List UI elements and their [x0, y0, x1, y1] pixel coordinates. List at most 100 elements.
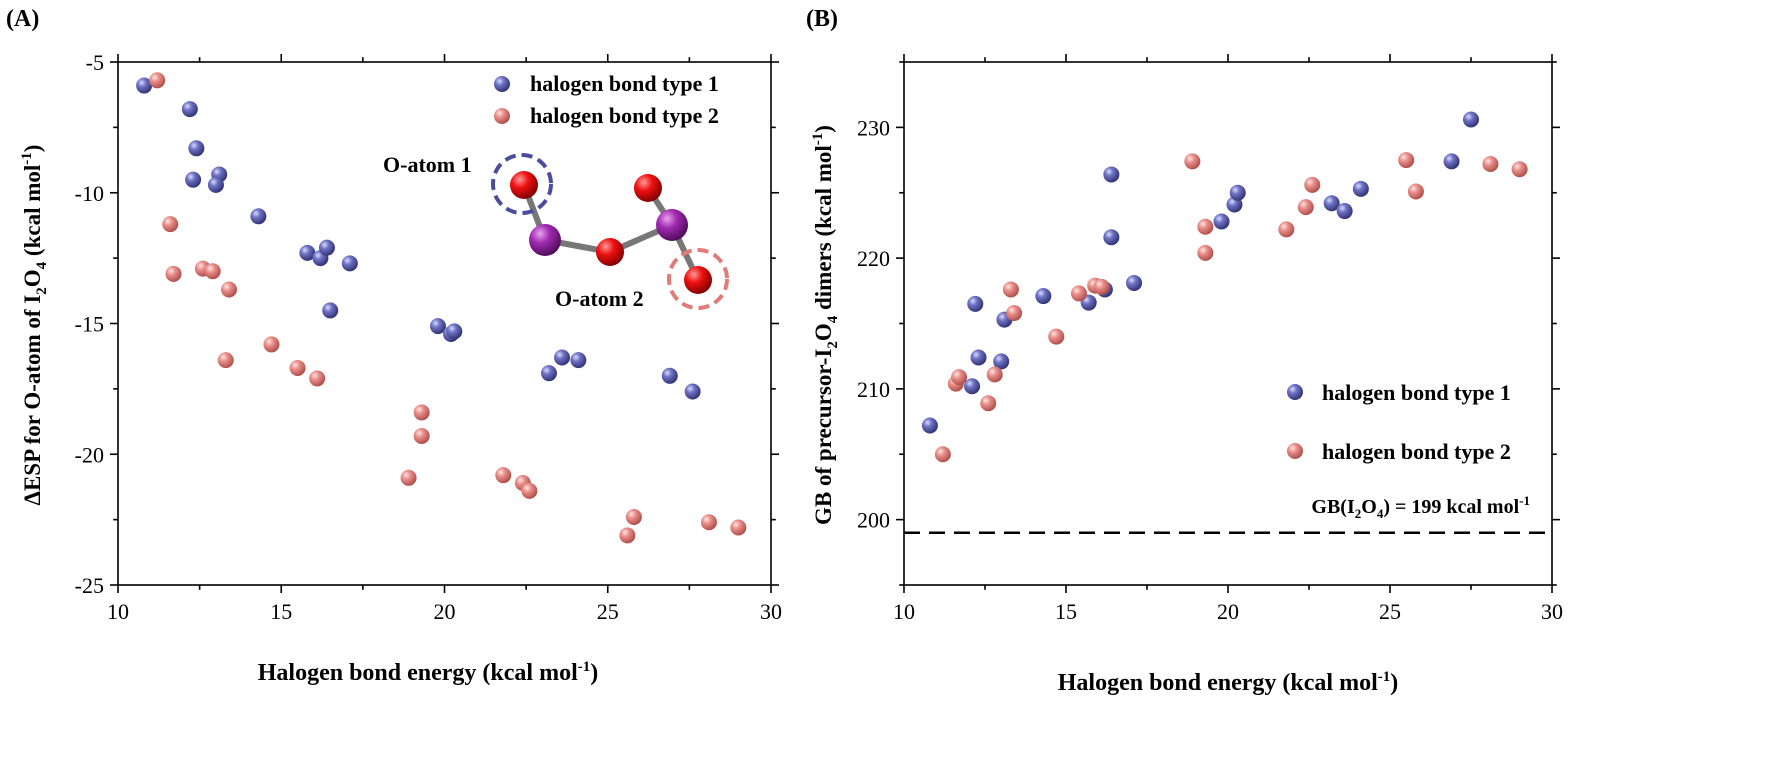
data-point-type-2 — [619, 527, 636, 544]
oxygen-atom — [634, 174, 662, 202]
data-point-type-1 — [181, 101, 198, 118]
data-point-type-1 — [964, 378, 981, 395]
data-point-type-1 — [250, 208, 267, 225]
x-tick-label: 20 — [434, 599, 456, 624]
panel-b-points — [921, 111, 1528, 463]
data-point-type-1 — [970, 349, 987, 366]
o-atom-1-highlight — [491, 153, 553, 215]
data-point-type-2 — [1197, 244, 1214, 261]
data-point-type-1 — [322, 302, 339, 319]
o-atom-2-highlight — [667, 248, 729, 310]
data-point-type-2 — [263, 336, 280, 353]
oxygen-atom — [596, 238, 624, 266]
data-point-type-2 — [521, 482, 538, 499]
x-tick-label: 10 — [107, 599, 129, 624]
data-point-type-2 — [495, 467, 512, 484]
data-point-type-2 — [217, 352, 234, 369]
data-point-type-2 — [1482, 155, 1499, 172]
panel-b-label: (B) — [806, 6, 838, 32]
i2o4-molecule-inset: O-atom 1 O-atom 2 — [383, 152, 729, 311]
data-point-type-1 — [921, 417, 938, 434]
data-point-type-1 — [1323, 195, 1340, 212]
data-point-type-2 — [625, 509, 642, 526]
data-point-type-2 — [1093, 278, 1110, 295]
y-tick-label: 210 — [857, 377, 890, 402]
y-tick-label: 200 — [857, 508, 890, 533]
x-tick-label: 15 — [1055, 599, 1077, 624]
x-tick-label: 30 — [760, 599, 782, 624]
data-point-type-1 — [185, 171, 202, 188]
y-tick-label: 230 — [857, 115, 890, 140]
data-point-type-2 — [986, 366, 1003, 383]
panel-b-ticks — [896, 54, 1560, 593]
data-point-type-1 — [1229, 184, 1246, 201]
panel-a-legend: halogen bond type 1 halogen bond type 2 — [494, 71, 719, 128]
y-tick-label: -15 — [75, 312, 104, 337]
data-point-type-1 — [554, 349, 571, 366]
x-tick-label: 10 — [893, 599, 915, 624]
panel-a: (A) 10 15 20 25 30 -25 -20 -15 -10 -5 O-atom 1 O-… — [6, 6, 782, 686]
legend-marker-type-2 — [1287, 443, 1303, 459]
data-point-type-2 — [1407, 183, 1424, 200]
panel-a-ticks — [110, 54, 779, 593]
data-point-type-1 — [341, 255, 358, 272]
panel-b-tick-labels: 10 15 20 25 30 200 210 220 230 — [857, 115, 1563, 624]
data-point-type-2 — [1511, 161, 1528, 178]
data-point-type-1 — [1336, 203, 1353, 220]
data-point-type-2 — [1297, 199, 1314, 216]
legend-label-type-1: halogen bond type 1 — [1322, 380, 1511, 405]
panel-a-points — [136, 72, 747, 544]
panel-b-legend: halogen bond type 1 halogen bond type 2 — [1287, 380, 1511, 464]
legend-label-type-1: halogen bond type 1 — [530, 71, 719, 96]
data-point-type-2 — [934, 446, 951, 463]
iodine-atom — [529, 224, 561, 256]
legend-marker-type-2 — [494, 108, 510, 124]
legend-marker-type-1 — [494, 76, 510, 92]
data-point-type-1 — [540, 365, 557, 382]
panel-a-y-axis-label: ΔESP for O-atom of I2O4 (kcal mol-1) — [19, 145, 50, 506]
panel-b: (B) 10 15 20 25 30 200 210 220 230 GB(I2O4) = 19… — [806, 6, 1563, 696]
data-point-type-1 — [1352, 180, 1369, 197]
data-point-type-2 — [730, 519, 747, 536]
y-tick-label: -25 — [75, 573, 104, 598]
x-tick-label: 30 — [1541, 599, 1563, 624]
panel-b-y-axis-label: GB of precursor-I2O4 dimers (kcal mol-1) — [810, 125, 841, 525]
data-point-type-2 — [1070, 285, 1087, 302]
data-point-type-2 — [400, 469, 417, 486]
data-point-type-1 — [1463, 111, 1479, 128]
x-tick-label: 25 — [597, 599, 619, 624]
data-point-type-1 — [1035, 288, 1052, 305]
data-point-type-2 — [165, 265, 182, 282]
x-tick-label: 15 — [270, 599, 292, 624]
panel-a-x-axis-label: Halogen bond energy (kcal mol-1) — [258, 659, 599, 686]
data-point-type-2 — [1184, 153, 1201, 170]
data-point-type-2 — [289, 359, 306, 376]
oxygen-atom-1 — [510, 171, 538, 199]
data-point-type-2 — [1197, 218, 1214, 235]
data-point-type-2 — [1048, 328, 1065, 345]
data-point-type-1 — [1103, 229, 1120, 246]
o-atom-1-label: O-atom 1 — [383, 152, 472, 177]
data-point-type-1 — [1213, 213, 1230, 230]
data-point-type-1 — [1103, 166, 1120, 183]
panel-b-x-axis-label: Halogen bond energy (kcal mol-1) — [1058, 669, 1399, 696]
y-tick-label: -5 — [86, 50, 104, 75]
data-point-type-2 — [1278, 221, 1295, 238]
iodine-atom — [656, 209, 688, 241]
data-point-type-2 — [980, 395, 997, 412]
data-point-type-2 — [1398, 152, 1415, 169]
y-tick-label: -20 — [75, 442, 104, 467]
data-point-type-1 — [299, 244, 316, 261]
data-point-type-2 — [1006, 305, 1023, 322]
legend-label-type-2: halogen bond type 2 — [1322, 439, 1511, 464]
data-point-type-2 — [162, 216, 179, 233]
y-tick-label: 220 — [857, 246, 890, 271]
data-point-type-1 — [318, 239, 335, 256]
gb-i2o4-reference-label: GB(I2O4) = 199 kcal mol-1 — [1311, 493, 1530, 521]
data-point-type-1 — [570, 352, 587, 369]
y-tick-label: -10 — [75, 181, 104, 206]
data-point-type-1 — [136, 77, 153, 94]
data-point-type-1 — [429, 318, 446, 335]
data-point-type-2 — [149, 72, 166, 89]
